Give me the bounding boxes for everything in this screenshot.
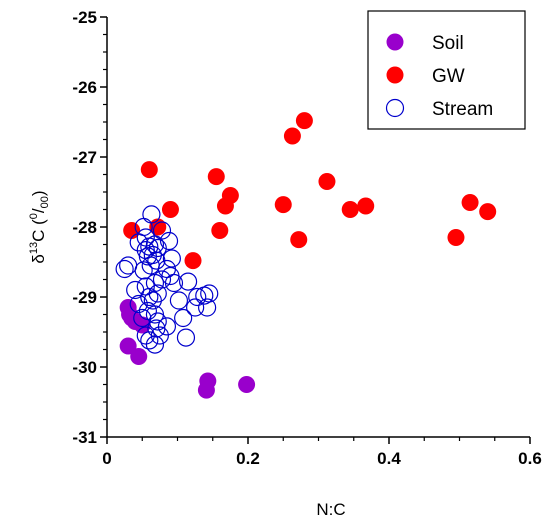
point-stream [145, 335, 165, 354]
point-stream [200, 284, 219, 303]
point-stream [126, 280, 145, 300]
legend-label-gw: GW [432, 66, 465, 87]
point-stream [159, 231, 179, 251]
point-stream [142, 205, 161, 224]
svg-text:δ13C (0/00): δ13C (0/00) [28, 190, 51, 263]
point-gw [221, 187, 239, 204]
point-soil [238, 376, 256, 393]
point-gw [341, 201, 359, 218]
point-soil [130, 348, 148, 365]
point-stream [169, 291, 189, 310]
point-stream [176, 328, 196, 347]
ticks: -25 -26 -27 -28 -29 -30 -31 0 0.2 0.4 0.6 [72, 8, 541, 468]
point-soil [133, 316, 151, 334]
point-stream [115, 259, 134, 279]
y-axis-title-delta: δ [29, 254, 48, 263]
point-stream [136, 228, 155, 247]
point-stream [119, 256, 138, 275]
y-tick-label: -31 [72, 428, 97, 447]
point-gw [211, 222, 229, 239]
x-tick-label: 0.6 [518, 449, 542, 468]
point-stream [148, 284, 167, 303]
y-tick-label: -28 [72, 218, 97, 237]
y-axis-title-permil-den: 00 [39, 196, 51, 208]
point-stream [157, 317, 177, 336]
point-gw [447, 229, 465, 246]
point-stream [143, 291, 162, 310]
point-stream [174, 308, 193, 328]
point-stream [145, 273, 165, 293]
point-soil [197, 381, 215, 399]
point-gw [295, 112, 313, 130]
point-stream [162, 249, 181, 268]
data-points [115, 112, 497, 399]
point-soil [119, 337, 137, 355]
point-gw [274, 196, 292, 214]
point-gw [184, 252, 202, 270]
x-tick-label: 0 [102, 449, 111, 468]
x-tick-label: 0.2 [236, 449, 260, 468]
point-gw [207, 168, 225, 186]
point-stream [148, 312, 167, 331]
legend-marker-gw [386, 66, 404, 84]
point-stream [143, 245, 162, 265]
y-tick-label: -25 [72, 8, 97, 27]
point-stream [140, 331, 159, 350]
y-axis-title: δ13C (0/00) [28, 190, 51, 263]
point-stream [198, 298, 217, 317]
y-tick-label: -30 [72, 358, 97, 377]
y-axis-title-close: ) [29, 190, 48, 196]
point-stream [129, 294, 148, 314]
point-stream [145, 235, 165, 254]
point-gw [318, 173, 336, 190]
point-stream [186, 298, 205, 317]
legend-marker-soil [386, 33, 404, 51]
point-gw [290, 231, 308, 249]
y-tick-label: -27 [72, 148, 97, 167]
point-gw [161, 201, 179, 218]
point-stream [133, 308, 152, 328]
y-axis-title-slash: / [29, 208, 48, 213]
y-axis-title-superscript: 13 [28, 242, 40, 254]
point-stream [178, 272, 198, 291]
legend-label-stream: Stream [432, 99, 493, 120]
legend-marker-stream [385, 98, 405, 118]
y-tick-label: -29 [72, 288, 97, 307]
point-stream [136, 326, 155, 345]
legend: Soil GW Stream [367, 10, 526, 130]
legend-label-soil: Soil [432, 33, 464, 54]
point-stream [188, 287, 207, 307]
point-stream [150, 326, 169, 345]
point-gw [479, 203, 497, 221]
point-gw [140, 161, 158, 179]
point-stream [164, 273, 184, 293]
point-gw [283, 127, 301, 145]
point-gw [357, 197, 375, 215]
y-axis-title-permil-num: 0 [28, 213, 40, 219]
y-tick-label: -26 [72, 78, 97, 97]
x-tick-label: 0.4 [377, 449, 401, 468]
y-axis-title-element: C ( [29, 219, 48, 242]
x-axis-title: N:C [316, 500, 345, 519]
point-gw [461, 194, 479, 211]
